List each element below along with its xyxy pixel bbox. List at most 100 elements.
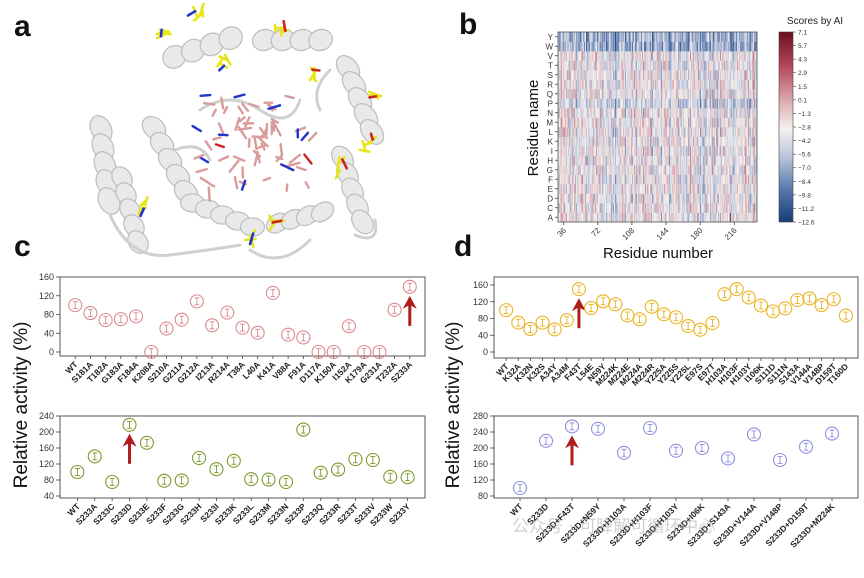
heatmap-cell [644,146,647,156]
heatmap-cell [738,79,740,90]
heatmap-cell [633,98,635,109]
heatmap-cell [591,89,593,99]
heatmap-cell [618,89,620,99]
heatmap-cell [596,70,599,80]
heatmap-cell [609,108,611,118]
heatmap-cell [649,203,651,213]
heatmap-cell [614,212,616,223]
heatmap-cell [682,184,685,194]
heatmap-cell [631,136,633,147]
heatmap-cell [734,146,736,156]
data-point [209,462,224,477]
heatmap-cell [735,165,737,175]
heatmap-cell [710,184,713,194]
heatmap-cell [747,174,750,185]
heatmap-cell [735,89,737,99]
heatmap-cell [610,127,612,137]
heatmap-cell [624,146,627,156]
heatmap-cell [639,146,641,156]
heatmap-cell [645,117,647,128]
heatmap-cell [625,79,628,90]
heatmap-cell [709,203,711,213]
heatmap-cell [668,127,670,137]
heatmap-cell [680,98,682,109]
heatmap-cell [599,212,601,223]
heatmap-cell [742,108,744,118]
heatmap-cell [598,79,600,90]
heatmap-cell [725,117,727,128]
heatmap-cell [674,117,676,128]
heatmap-cell [651,136,653,147]
heatmap-cell [580,117,582,128]
heatmap-cell [629,193,631,204]
heatmap-cell [567,136,570,147]
heatmap-cell [738,165,740,175]
heatmap-cell [578,155,581,166]
heatmap-cell [593,203,595,213]
heatmap-cell [744,203,746,213]
heatmap-cell [633,70,635,80]
heatmap-cell [679,212,681,223]
heatmap-cell [581,146,583,156]
heatmap-cell [602,212,604,223]
heatmap-cell [677,117,679,128]
heatmap-cell [623,79,625,90]
heatmap-cell [591,174,593,185]
heatmap-cell [596,127,599,137]
heatmap-cell [668,184,670,194]
heatmap-cell [576,203,578,213]
heatmap-cell [750,174,752,185]
heatmap-cell [672,108,675,118]
heatmap-cell [673,212,675,223]
heatmap-cell [657,98,659,109]
heatmap-cell [712,136,714,147]
heatmap-cell [678,174,680,185]
heatmap-cell [636,70,638,80]
heatmap-cell [573,165,575,175]
heatmap-cell [681,146,684,156]
heatmap-cell [691,184,694,194]
heatmap-cell [681,136,684,147]
heatmap-cell [590,98,592,109]
heatmap-cell [684,155,686,166]
heatmap-cell [623,117,625,128]
heatmap-cell [644,127,647,137]
heatmap-cell [627,70,629,80]
heatmap-cell [608,70,610,80]
heatmap-cell [696,136,698,147]
heatmap-cell [605,174,607,185]
heatmap-cell [744,165,746,175]
heatmap-cell [704,184,706,194]
heatmap-cell [744,136,746,147]
heatmap-cell [595,79,597,90]
heatmap-cell [700,79,703,90]
heatmap-cell [750,127,752,137]
heatmap-cell [567,108,570,118]
heatmap-cell [573,193,575,204]
heatmap-cell [708,98,710,109]
heatmap-cell [613,98,615,109]
heatmap-cell [621,174,623,185]
data-point [331,462,346,477]
heatmap-cell [580,127,582,137]
heatmap-cell [667,146,669,156]
heatmap-cell [627,184,629,194]
heatmap-cell [652,98,654,109]
heatmap-cell [743,89,745,99]
heatmap-cell [676,136,678,147]
heatmap-cell [675,136,677,147]
heatmap-cell [567,136,569,147]
heatmap-cell [745,108,747,118]
data-point [681,318,696,334]
heatmap-cell [736,174,738,185]
heatmap-cell [669,203,671,213]
heatmap-cell [631,155,633,166]
heatmap-cell [727,108,729,118]
heatmap-cell [592,98,594,109]
ytick-label: 120 [39,459,54,469]
heatmap-cell [565,155,567,166]
heatmap-cell [728,184,730,194]
heatmap-cell [613,127,615,137]
heatmap-cell [739,98,742,109]
heatmap-cell [719,165,722,175]
